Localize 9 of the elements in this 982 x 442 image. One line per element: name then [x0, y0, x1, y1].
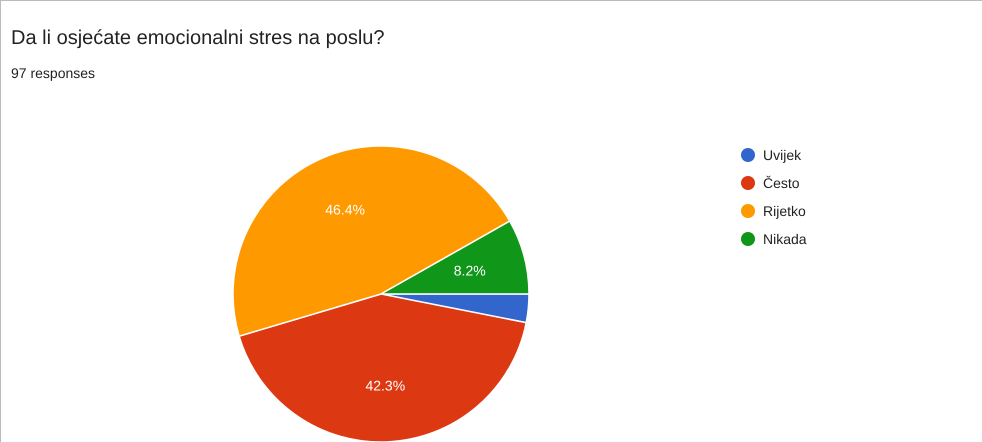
- data-label: 46.4%: [325, 202, 365, 218]
- legend-label: Nikada: [763, 231, 807, 247]
- text: 97 responses: [11, 65, 96, 81]
- legend-label: Rijetko: [763, 203, 806, 219]
- chart-title: Da li osjećate emocionalni stres na poslu?: [11, 27, 385, 50]
- data-label: 42.3%: [365, 378, 406, 394]
- legend-label: Često: [763, 175, 800, 191]
- legend-label: Uvijek: [763, 147, 802, 163]
- data-label: 8.2%: [454, 262, 486, 279]
